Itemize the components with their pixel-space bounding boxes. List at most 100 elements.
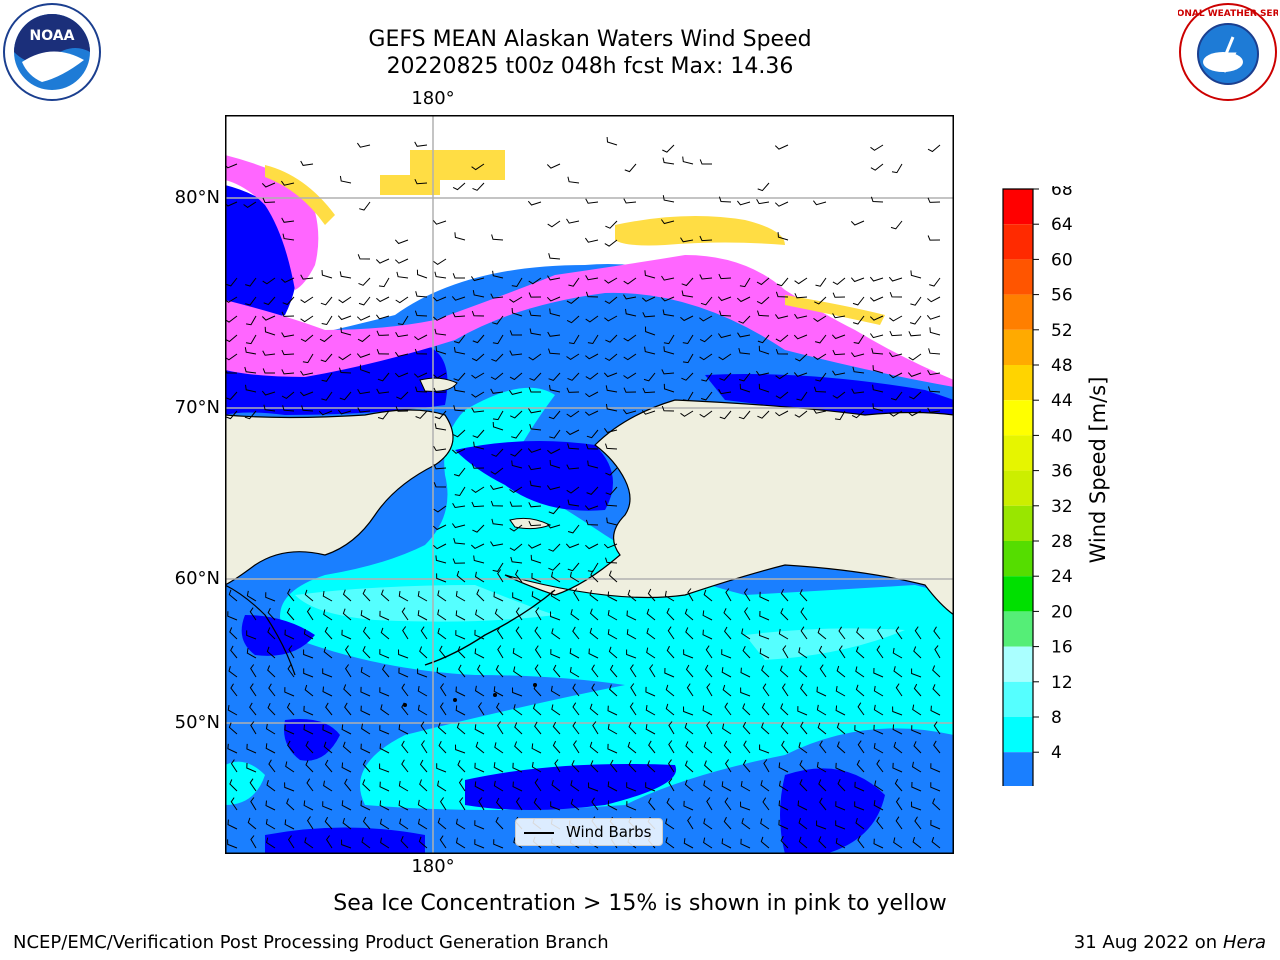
wind-barb [437, 590, 447, 602]
wind-barb [585, 291, 599, 298]
wind-barb [890, 391, 903, 401]
wind-barb [491, 448, 504, 457]
wind-barb [570, 780, 580, 792]
wind-barb [572, 626, 580, 640]
wind-barb [439, 702, 447, 716]
wind-barb [433, 258, 447, 266]
russia-landmass [225, 409, 454, 586]
wind-barb [664, 590, 675, 602]
wind-barb [908, 391, 922, 400]
wind-barb [376, 314, 390, 320]
wind-barb [585, 315, 599, 323]
wind-barb [379, 610, 390, 621]
wind-barb [930, 705, 941, 716]
wind-barb [286, 607, 295, 621]
wind-barb [721, 667, 732, 678]
wind-barb [775, 349, 789, 355]
wind-barb [432, 220, 447, 225]
wind-barb [889, 372, 903, 379]
wind-barb [589, 703, 599, 716]
wind-barb [534, 645, 542, 659]
wind-barb [529, 310, 542, 317]
wind-barb [342, 589, 352, 602]
wind-barb [439, 797, 447, 811]
wind-barb [913, 741, 922, 754]
wind-barb [721, 649, 732, 659]
wind-barb [603, 372, 618, 378]
wind-barb [362, 588, 371, 602]
wind-barb [416, 269, 428, 279]
colorbar-segment [1003, 541, 1033, 577]
wind-barb [907, 372, 922, 377]
wind-barb [250, 835, 257, 849]
colorbar-tick-label: 36 [1051, 462, 1073, 482]
wind-barb [854, 801, 865, 811]
wind-barb [889, 330, 903, 337]
wind-barb [815, 277, 827, 287]
wind-barb [567, 443, 580, 450]
wind-barb [474, 629, 485, 640]
colorbar-tick-label: 12 [1051, 673, 1073, 693]
wind-barb [227, 611, 238, 621]
wind-barb [852, 315, 865, 325]
wind-barb [699, 353, 713, 361]
wind-barb [548, 348, 561, 355]
wind-barb [417, 799, 428, 811]
wind-barb [489, 485, 504, 490]
wind-barb [605, 486, 618, 496]
wind-barb [451, 296, 466, 301]
wind-barb [776, 277, 789, 287]
wind-barb [797, 706, 808, 716]
wind-barb [737, 332, 751, 338]
wind-barb [699, 315, 713, 322]
wind-barb [569, 666, 580, 678]
wind-barb [724, 759, 732, 773]
map-subtitle: 20220825 t00z 048h fcst Max: 14.36 [386, 54, 794, 79]
wind-barb [756, 277, 770, 286]
wind-barb [377, 410, 390, 420]
wind-barb [496, 626, 504, 640]
wind-barb [683, 706, 694, 716]
wind-barb [736, 296, 751, 303]
wind-barb [703, 741, 713, 754]
wind-barb [587, 460, 599, 469]
wind-barb [300, 160, 314, 166]
wind-barb [568, 334, 580, 345]
wind-barb [774, 314, 789, 319]
wind-barb [757, 334, 770, 344]
wind-barb [668, 740, 675, 754]
wind-barb [796, 391, 808, 401]
wind-barb [643, 372, 656, 382]
wind-barb [605, 385, 618, 393]
wind-barb [379, 818, 390, 830]
wind-barb [453, 405, 466, 412]
wind-barb [438, 740, 447, 754]
wind-barb [225, 277, 238, 287]
wind-barb [819, 797, 827, 811]
wind-barb [760, 818, 770, 830]
wind-barb [474, 724, 485, 735]
colorbar-tick-label: 8 [1051, 708, 1062, 728]
wind-barb [324, 626, 333, 640]
wind-barb [572, 702, 580, 716]
wind-barb [661, 275, 675, 281]
wind-barb [873, 800, 884, 811]
wind-barb [740, 838, 751, 849]
wind-barb [566, 353, 580, 361]
wind-barb [529, 328, 542, 336]
wind-barb [871, 348, 884, 355]
wind-barb [261, 315, 276, 321]
wind-barb [434, 423, 447, 431]
wind-barb [700, 296, 713, 306]
wind-barb [623, 353, 637, 361]
wind-barbs-legend: Wind Barbs [515, 818, 663, 846]
wind-barb [432, 296, 447, 302]
wind-barb [321, 372, 333, 382]
wind-barb [666, 645, 675, 659]
wind-barb [433, 505, 447, 513]
wind-barb [565, 543, 580, 549]
wind-barb [394, 351, 409, 357]
wind-barb [761, 702, 770, 716]
wind-barb [452, 429, 466, 438]
wind-barb [471, 353, 485, 362]
